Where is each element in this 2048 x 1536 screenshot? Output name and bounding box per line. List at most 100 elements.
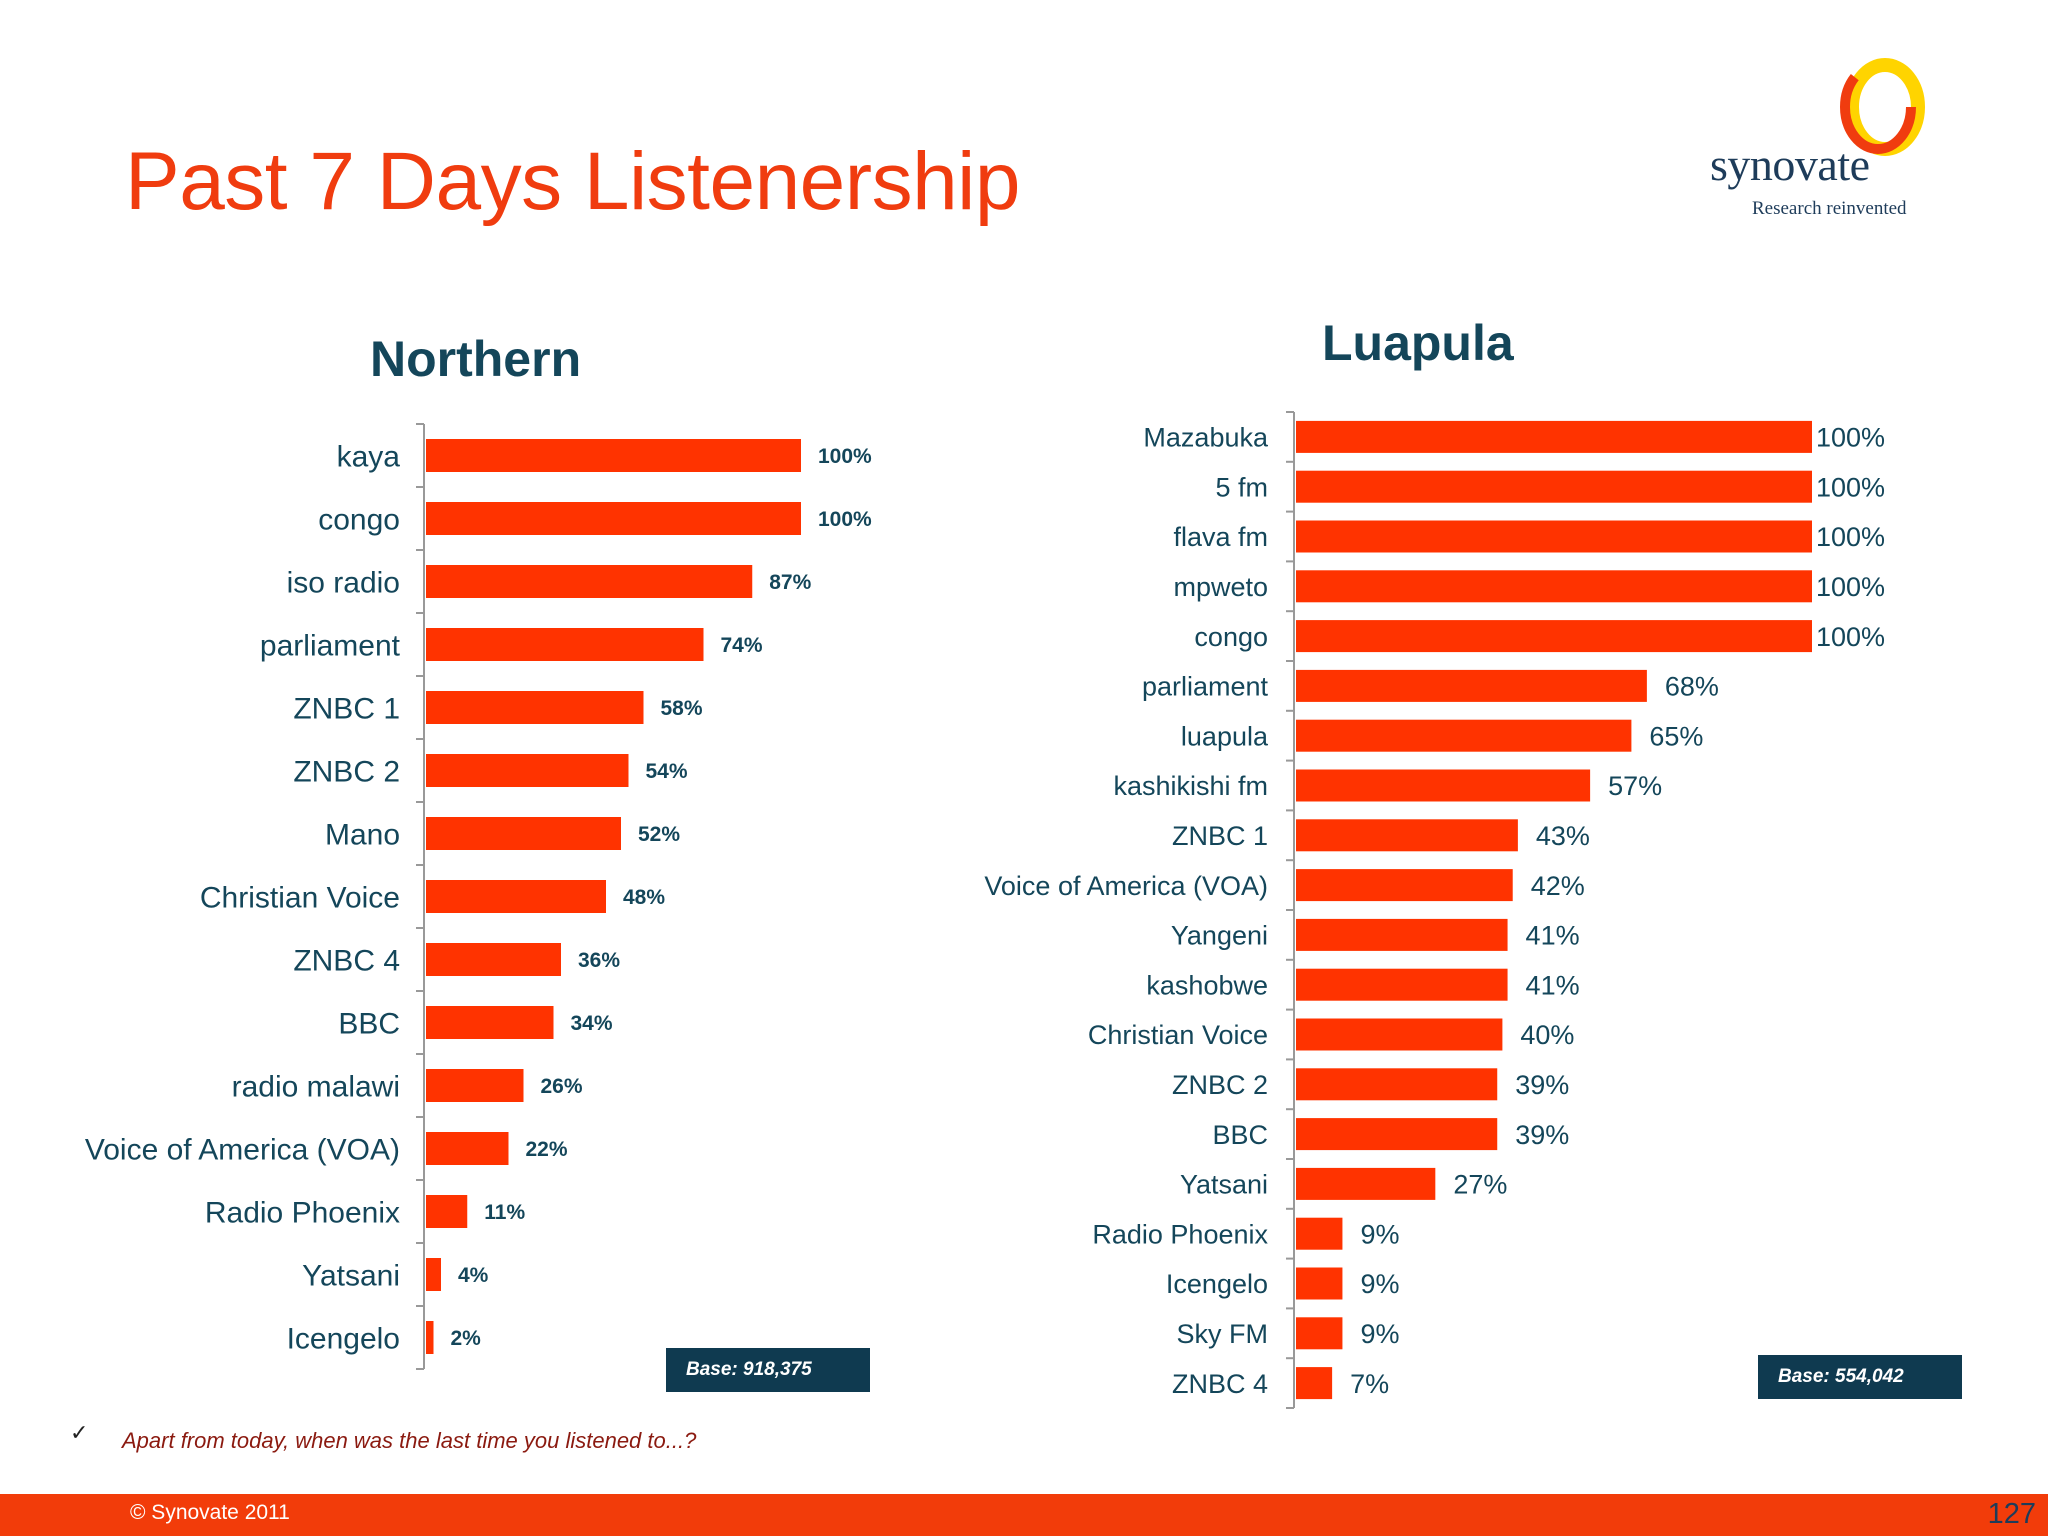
- value-label: 100%: [1816, 622, 1885, 652]
- bar: [426, 943, 561, 976]
- bar: [1296, 719, 1632, 752]
- value-label: 52%: [638, 823, 680, 846]
- page-title: Past 7 Days Listenership: [125, 136, 1021, 227]
- value-label: 7%: [1350, 1369, 1389, 1399]
- bar: [1296, 968, 1508, 1001]
- value-label: 2%: [451, 1327, 482, 1350]
- bar: [1296, 470, 1812, 503]
- value-label: 22%: [526, 1138, 568, 1161]
- copyright-text: © Synovate 2011: [130, 1501, 290, 1524]
- value-label: 48%: [623, 886, 665, 909]
- bar: [426, 691, 644, 724]
- checkmark-icon: ✓: [70, 1420, 89, 1445]
- bar: [1296, 1217, 1343, 1250]
- category-label: mpweto: [1173, 572, 1268, 602]
- value-label: 9%: [1360, 1269, 1399, 1299]
- category-label: luapula: [1181, 721, 1269, 751]
- value-label: 100%: [1816, 522, 1885, 552]
- value-label: 100%: [1816, 572, 1885, 602]
- category-label: kashikishi fm: [1113, 771, 1268, 801]
- survey-question: Apart from today, when was the last time…: [122, 1428, 697, 1453]
- bar: [426, 565, 753, 598]
- category-label: kashobwe: [1146, 970, 1268, 1000]
- bar: [1296, 570, 1812, 603]
- value-label: 26%: [541, 1075, 583, 1098]
- category-label: ZNBC 4: [293, 944, 400, 977]
- category-label: ZNBC 4: [1172, 1369, 1268, 1399]
- bar: [1296, 1317, 1343, 1350]
- value-label: 4%: [458, 1264, 489, 1287]
- bar: [426, 880, 606, 913]
- value-label: 87%: [769, 571, 811, 594]
- bar: [426, 1006, 554, 1039]
- category-label: Voice of America (VOA): [85, 1133, 400, 1166]
- value-label: 39%: [1515, 1120, 1569, 1150]
- bar: [426, 1258, 441, 1291]
- value-label: 58%: [661, 697, 703, 720]
- category-label: parliament: [1142, 672, 1269, 702]
- category-label: Christian Voice: [1088, 1020, 1268, 1050]
- category-label: Yatsani: [302, 1259, 400, 1292]
- value-label: 54%: [646, 760, 688, 783]
- category-label: Yatsani: [1180, 1170, 1268, 1200]
- value-label: 74%: [721, 634, 763, 657]
- bar: [1296, 620, 1812, 653]
- value-label: 34%: [571, 1012, 613, 1035]
- bar: [1296, 918, 1508, 951]
- bar: [1296, 1267, 1343, 1300]
- category-label: Voice of America (VOA): [984, 871, 1268, 901]
- value-label: 100%: [1816, 423, 1885, 453]
- bar: [426, 1321, 434, 1354]
- category-label: ZNBC 2: [1172, 1070, 1268, 1100]
- value-label: 9%: [1360, 1319, 1399, 1349]
- category-label: Radio Phoenix: [1092, 1219, 1268, 1249]
- bar: [426, 817, 621, 850]
- category-label: congo: [1194, 622, 1268, 652]
- value-label: 41%: [1526, 970, 1580, 1000]
- luapula-chart-title: Luapula: [1322, 315, 1514, 371]
- category-label: Icengelo: [287, 1322, 400, 1355]
- bar: [1296, 420, 1812, 453]
- luapula-base-label: Base: 554,042: [1758, 1355, 1962, 1399]
- category-label: flava fm: [1173, 522, 1268, 552]
- category-label: Christian Voice: [200, 881, 400, 914]
- northern-base-label: Base: 918,375: [666, 1348, 870, 1392]
- value-label: 40%: [1520, 1020, 1574, 1050]
- category-label: congo: [318, 503, 400, 536]
- category-label: Mazabuka: [1143, 423, 1269, 453]
- bar: [426, 1132, 509, 1165]
- bar: [1296, 769, 1591, 802]
- bar: [1296, 1018, 1503, 1051]
- category-label: Mano: [325, 818, 400, 851]
- value-label: 27%: [1453, 1170, 1507, 1200]
- bar: [1296, 1367, 1333, 1400]
- bar: [1296, 520, 1812, 553]
- category-label: Sky FM: [1177, 1319, 1269, 1349]
- value-label: 43%: [1536, 821, 1590, 851]
- logo-tagline: Research reinvented: [1752, 198, 1907, 219]
- category-label: 5 fm: [1215, 472, 1268, 502]
- synovate-logo-icon: [1840, 58, 1925, 156]
- value-label: 100%: [818, 508, 872, 531]
- value-label: 41%: [1526, 921, 1580, 951]
- bar: [1296, 1118, 1498, 1151]
- bar: [426, 502, 801, 535]
- bar: [1296, 869, 1513, 902]
- bar: [1296, 669, 1647, 702]
- category-label: Icengelo: [1166, 1269, 1268, 1299]
- bar: [1296, 1167, 1436, 1200]
- value-label: 11%: [484, 1201, 525, 1224]
- category-label: ZNBC 2: [293, 755, 400, 788]
- category-label: BBC: [338, 1007, 400, 1040]
- category-label: BBC: [1212, 1120, 1268, 1150]
- bar: [426, 1195, 468, 1228]
- value-label: 57%: [1608, 771, 1662, 801]
- category-label: ZNBC 1: [1172, 821, 1268, 851]
- category-label: radio malawi: [232, 1070, 400, 1103]
- category-label: Radio Phoenix: [205, 1196, 400, 1229]
- page-number: 127: [1987, 1498, 2036, 1530]
- bar: [426, 628, 704, 661]
- category-label: parliament: [260, 629, 401, 662]
